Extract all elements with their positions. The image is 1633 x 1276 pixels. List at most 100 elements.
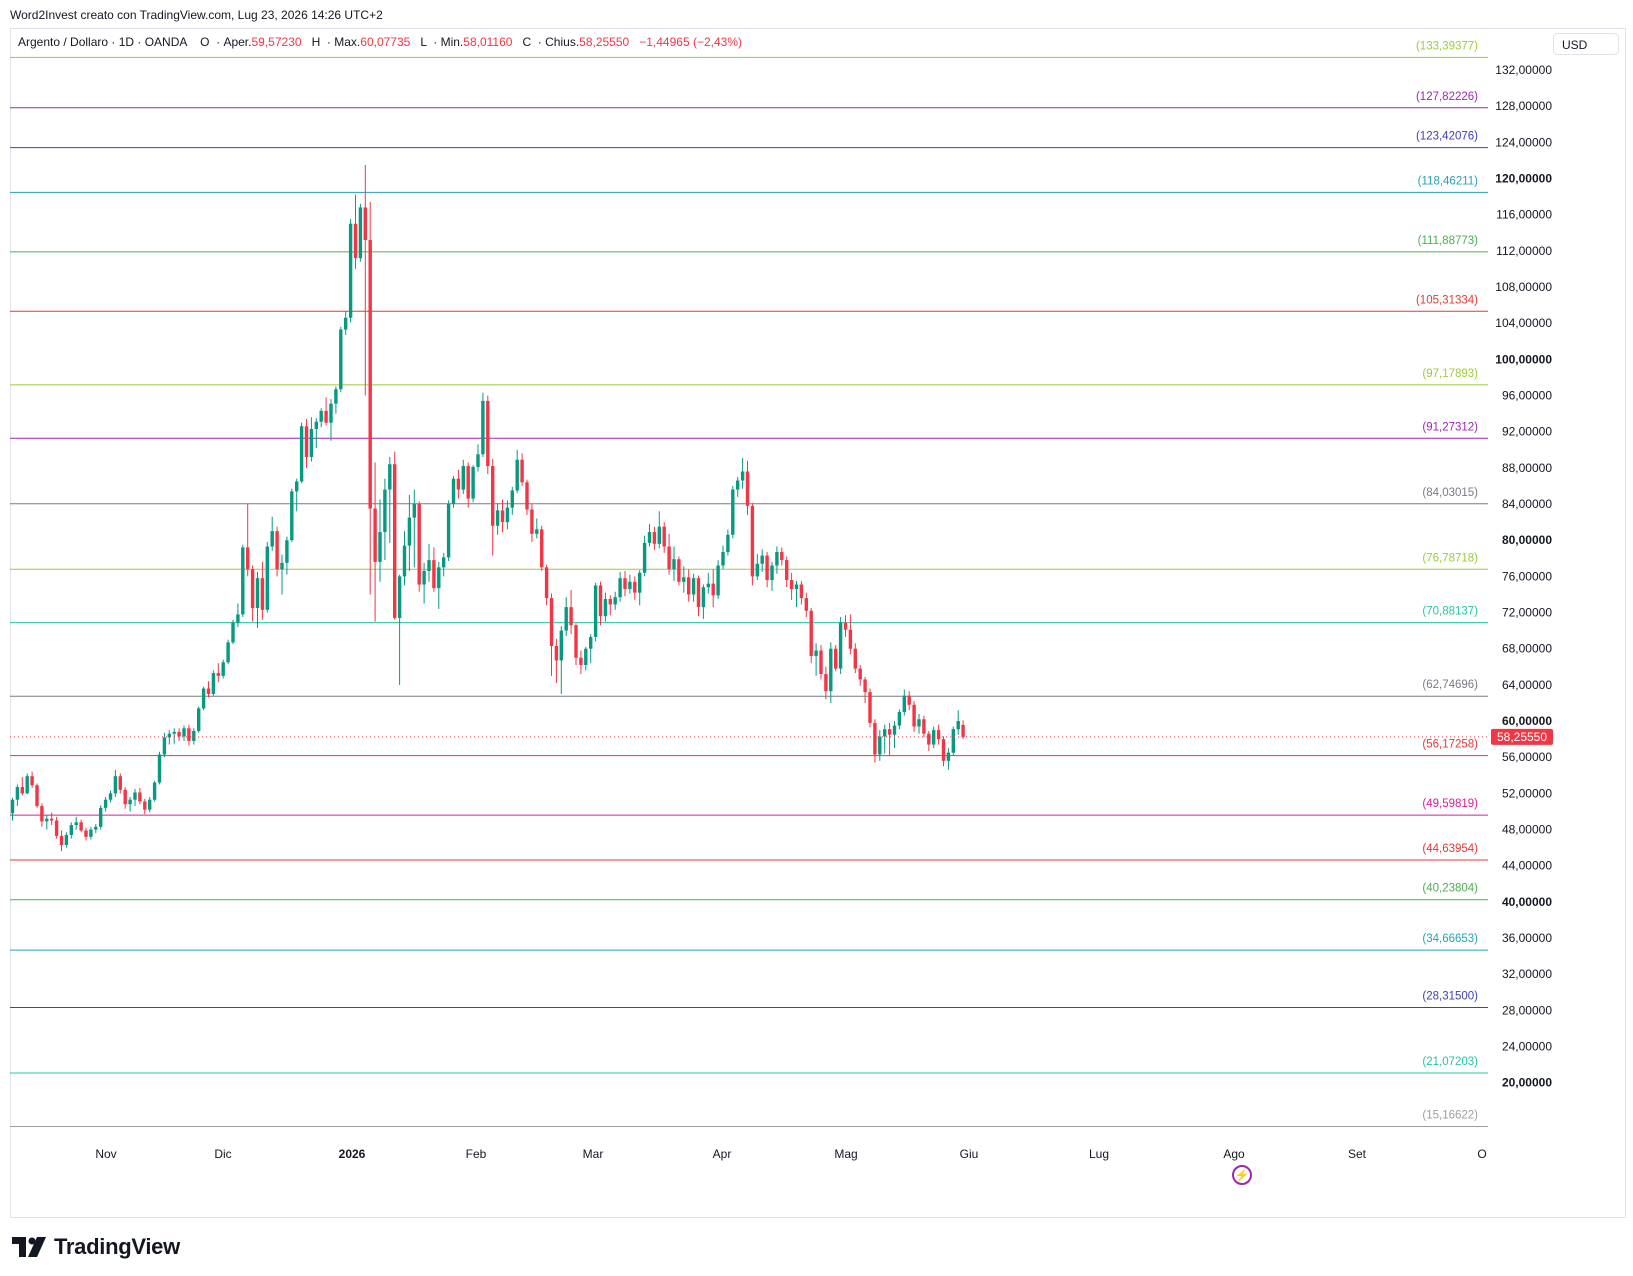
change-value: −1,44965 (−2,43%)	[639, 35, 742, 49]
candle-body	[750, 505, 755, 577]
currency-button[interactable]: USD	[1553, 33, 1619, 55]
candle-body	[917, 719, 921, 727]
candle-body	[652, 532, 657, 544]
candle-body	[446, 504, 451, 558]
candle-body	[432, 560, 436, 589]
fib-levels: (133,39377) (127,82226) (123,42076) (118,46…	[10, 40, 1488, 1127]
candle-body	[941, 739, 946, 761]
candle-body	[912, 704, 916, 727]
candle-body	[726, 534, 730, 552]
price-tick-label: 68,00000	[1502, 642, 1552, 656]
candle-body	[736, 480, 740, 490]
candle-body	[608, 598, 612, 605]
candle-body	[128, 799, 132, 805]
candle-body	[691, 578, 696, 595]
candle-body	[250, 569, 255, 609]
candle-body	[696, 578, 701, 608]
price-tick-label: 92,00000	[1502, 425, 1552, 439]
time-tick-label: Mar	[583, 1147, 604, 1161]
candle-body	[687, 577, 691, 595]
candle-body	[50, 818, 54, 821]
time-tick-label: Mag	[834, 1147, 857, 1161]
lightning-icon[interactable]: ⚡	[1232, 1165, 1252, 1185]
candle-body	[363, 207, 367, 240]
price-tick-label: 32,00000	[1502, 967, 1552, 981]
candle-body	[157, 754, 162, 783]
candle-body	[417, 504, 421, 585]
candle-body	[564, 607, 568, 631]
candle-body	[461, 466, 465, 490]
candle-body	[936, 730, 941, 740]
candle-body	[466, 466, 470, 499]
price-tick-label: 132,00000	[1495, 63, 1552, 77]
candle-body	[402, 545, 407, 577]
candle-body	[79, 822, 83, 831]
candle-body	[442, 557, 446, 568]
candle-body	[422, 570, 426, 585]
candle-body	[789, 579, 794, 590]
candle-body	[197, 708, 201, 731]
price-tick-label: 20,00000	[1502, 1076, 1552, 1090]
candle-body	[334, 389, 338, 404]
tradingview-brand[interactable]: TradingView	[12, 1234, 180, 1260]
candle-body	[373, 508, 377, 562]
candle-body	[358, 207, 363, 259]
time-tick-label: O	[1477, 1147, 1486, 1161]
candle-body	[314, 421, 318, 429]
candle-body	[638, 572, 642, 593]
candle-body	[353, 223, 358, 259]
candle-body	[520, 459, 524, 483]
price-tick-label: 124,00000	[1495, 135, 1552, 149]
candle-body	[902, 695, 906, 713]
price-tick-label: 60,00000	[1502, 714, 1552, 728]
candle-body	[755, 563, 759, 577]
candle-body	[275, 531, 279, 570]
candle-body	[172, 731, 176, 734]
candle-body	[858, 668, 862, 680]
candle-body	[834, 648, 838, 669]
level-label: (91,27312)	[1422, 421, 1478, 433]
candle-body	[887, 729, 892, 735]
candle-body	[211, 673, 216, 694]
close-value: 58,25550	[579, 35, 630, 49]
level-label: (118,46211)	[1418, 175, 1478, 187]
candle-body	[716, 565, 720, 596]
price-tick-label: 24,00000	[1502, 1040, 1552, 1054]
price-tick-label: 52,00000	[1502, 786, 1552, 800]
candle-body	[280, 562, 284, 570]
candle-body	[491, 466, 495, 526]
candle-body	[437, 567, 441, 589]
candle-body	[167, 733, 171, 738]
candle-body	[246, 547, 250, 570]
time-axis: Nov Dic 2026 Feb Mar Apr Mag Giu Lug Ago Set O	[95, 1147, 1486, 1161]
candle-body	[897, 712, 902, 726]
time-tick-label: Feb	[466, 1147, 487, 1161]
candle-body	[961, 724, 965, 737]
price-tick-label: 40,00000	[1502, 895, 1552, 909]
candle-body	[569, 607, 573, 626]
candle-body	[344, 317, 348, 330]
symbol-name[interactable]: Argento / Dollaro · 1D · OANDA	[18, 35, 187, 49]
level-label: (28,31500)	[1422, 991, 1478, 1003]
brand-name: TradingView	[54, 1234, 180, 1259]
candle-body	[201, 688, 206, 709]
candle-body	[407, 517, 412, 546]
candle-body	[642, 542, 647, 573]
price-tick-label: 100,00000	[1495, 352, 1552, 366]
candle-body	[255, 578, 260, 609]
candle-body	[765, 555, 769, 580]
price-tick-label: 64,00000	[1502, 678, 1552, 692]
candle-body	[383, 489, 387, 533]
candle-body	[495, 510, 500, 526]
candle-body	[721, 551, 725, 566]
candle-body	[64, 834, 69, 845]
time-tick-label: Set	[1348, 1147, 1367, 1161]
level-label: (70,88137)	[1422, 606, 1478, 618]
candle-body	[559, 630, 563, 661]
time-tick-label: Dic	[214, 1147, 231, 1161]
candle-body	[672, 559, 676, 570]
price-tick-label: 84,00000	[1502, 497, 1552, 511]
candle-body	[745, 471, 750, 506]
candle-body	[633, 581, 637, 593]
